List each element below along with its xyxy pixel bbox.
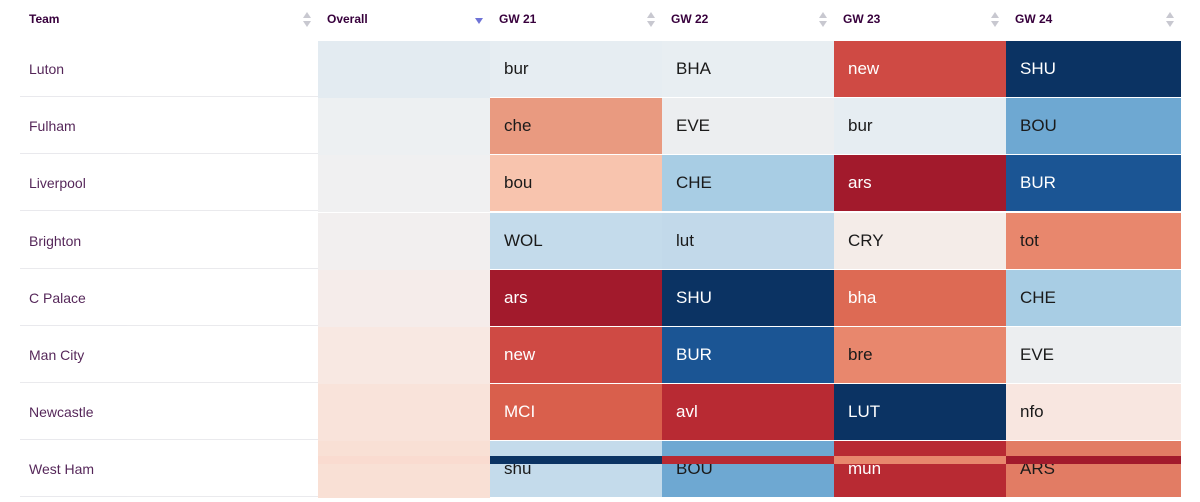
fixture-cell[interactable]: BUR [1006, 155, 1181, 211]
fixture-cell[interactable]: new [834, 41, 1006, 97]
fixture-cell[interactable]: WOL [490, 213, 662, 269]
fixture-cell[interactable]: ARS [1006, 441, 1181, 497]
fixture-cell[interactable] [490, 456, 662, 464]
sort-descending-icon[interactable] [475, 18, 483, 34]
fixture-cell[interactable]: nfo [1006, 384, 1181, 440]
team-name[interactable]: Newcastle [20, 384, 318, 440]
overall-difficulty-cell [318, 213, 490, 270]
gw-column-header[interactable]: GW 21 [490, 0, 662, 40]
overall-difficulty-cell [318, 270, 490, 327]
gw-column-label: GW 24 [1015, 12, 1053, 26]
fixture-cell[interactable]: shu [490, 441, 662, 497]
fixture-cell[interactable] [834, 456, 1006, 464]
team-name[interactable]: Brighton [20, 213, 318, 269]
fixture-cell[interactable]: tot [1006, 213, 1181, 269]
fixture-cell[interactable]: BOU [662, 441, 834, 497]
gw-column-header[interactable]: GW 22 [662, 0, 834, 40]
sort-icon[interactable] [303, 12, 311, 28]
overall-difficulty-cell [318, 456, 490, 464]
fixture-cell[interactable]: BOU [1006, 98, 1181, 154]
overall-difficulty-cell [318, 98, 490, 155]
table-row: Luton bur BHA new SHU [20, 41, 1181, 98]
fixture-cell[interactable]: CHE [662, 155, 834, 211]
team-column-header[interactable]: Team [20, 0, 318, 40]
gw-column-label: GW 22 [671, 12, 709, 26]
overall-difficulty-cell [318, 327, 490, 384]
table-row: West Ham shu BOU mun ARS [20, 441, 1181, 498]
fixture-cell[interactable]: bur [834, 98, 1006, 154]
team-name[interactable]: Luton [20, 41, 318, 97]
team-name[interactable]: Man City [20, 327, 318, 383]
fixture-cell[interactable] [1006, 456, 1181, 464]
fixture-cell[interactable]: MCI [490, 384, 662, 440]
fixture-cell[interactable]: CHE [1006, 270, 1181, 326]
table-header: Team Overall GW 21 GW 22 GW 23 GW 24 [20, 0, 1181, 40]
next-row-partial [318, 456, 1181, 464]
overall-column-label: Overall [327, 12, 368, 26]
fixture-cell[interactable]: bha [834, 270, 1006, 326]
overall-difficulty-cell [318, 441, 490, 498]
sort-icon[interactable] [819, 12, 827, 28]
table-row: Liverpool bou CHE ars BUR [20, 155, 1181, 212]
fixture-difficulty-table: Team Overall GW 21 GW 22 GW 23 GW 24 Lut… [20, 0, 1181, 502]
fixture-cell[interactable]: ars [490, 270, 662, 326]
team-column-label: Team [29, 12, 60, 26]
team-name[interactable]: West Ham [20, 441, 318, 497]
table-row: C Palace ars SHU bha CHE [20, 270, 1181, 327]
fixture-cell[interactable]: bre [834, 327, 1006, 383]
fixture-cell[interactable]: SHU [1006, 41, 1181, 97]
fixture-cell[interactable]: BUR [662, 327, 834, 383]
gw-column-header[interactable]: GW 24 [1006, 0, 1181, 40]
fixture-cell[interactable] [662, 456, 834, 464]
fixture-cell[interactable]: CRY [834, 213, 1006, 269]
fixture-cell[interactable]: bur [490, 41, 662, 97]
overall-difficulty-cell [318, 155, 490, 212]
fixture-cell[interactable]: che [490, 98, 662, 154]
table-row: Man City new BUR bre EVE [20, 327, 1181, 384]
fixture-cell[interactable]: lut [662, 213, 834, 269]
overall-difficulty-cell [318, 384, 490, 441]
overall-column-header[interactable]: Overall [318, 0, 490, 40]
team-name[interactable]: Liverpool [20, 155, 318, 211]
fixture-cell[interactable]: avl [662, 384, 834, 440]
gw-column-label: GW 21 [499, 12, 537, 26]
fixture-cell[interactable]: BHA [662, 41, 834, 97]
fixture-cell[interactable]: ars [834, 155, 1006, 211]
fixture-cell[interactable]: SHU [662, 270, 834, 326]
fixture-cell[interactable]: new [490, 327, 662, 383]
gw-column-label: GW 23 [843, 12, 881, 26]
team-name[interactable]: Fulham [20, 98, 318, 154]
table-row: Fulham che EVE bur BOU [20, 98, 1181, 155]
fixture-cell[interactable]: EVE [1006, 327, 1181, 383]
fixture-cell[interactable]: mun [834, 441, 1006, 497]
overall-difficulty-cell [318, 41, 490, 98]
table-row: Newcastle MCI avl LUT nfo [20, 384, 1181, 441]
sort-icon[interactable] [991, 12, 999, 28]
fixture-cell[interactable]: LUT [834, 384, 1006, 440]
sort-icon[interactable] [1166, 12, 1174, 28]
fixture-cell[interactable]: bou [490, 155, 662, 211]
fixture-cell[interactable]: EVE [662, 98, 834, 154]
table-row: Brighton WOL lut CRY tot [20, 213, 1181, 270]
team-name[interactable]: C Palace [20, 270, 318, 326]
gw-column-header[interactable]: GW 23 [834, 0, 1006, 40]
sort-icon[interactable] [647, 12, 655, 28]
